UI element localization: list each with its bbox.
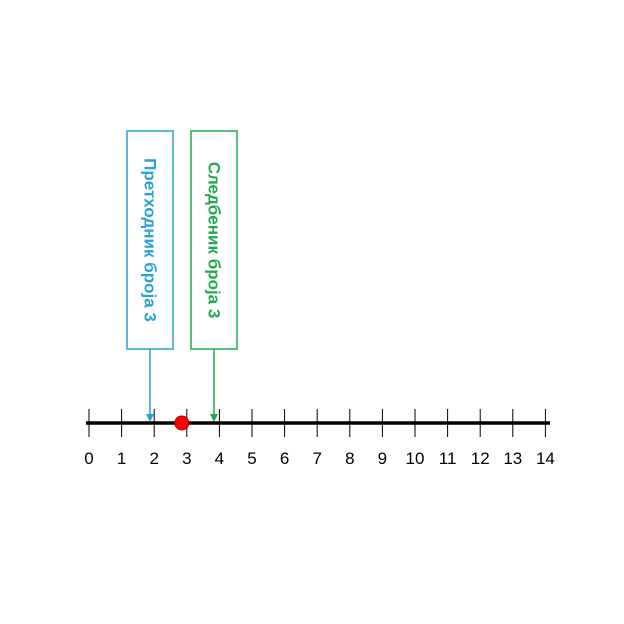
tick-label-3: 3 — [182, 449, 191, 468]
tick-label-6: 6 — [280, 449, 289, 468]
tick-label-12: 12 — [471, 449, 490, 468]
tick-label-13: 13 — [503, 449, 522, 468]
predecessor-label: Претходник броја 3 — [141, 158, 160, 322]
tick-label-5: 5 — [247, 449, 256, 468]
predecessor-arrowhead — [146, 414, 154, 422]
tick-label-14: 14 — [536, 449, 555, 468]
tick-labels: 0 1 2 3 4 5 6 7 8 9 10 11 12 13 14 — [84, 449, 555, 468]
tick-label-4: 4 — [215, 449, 224, 468]
marked-point-3 — [174, 415, 190, 431]
successor-label: Следбеник броја 3 — [205, 162, 224, 319]
successor-arrowhead — [210, 414, 218, 422]
tick-label-2: 2 — [149, 449, 158, 468]
tick-label-7: 7 — [312, 449, 321, 468]
tick-label-10: 10 — [406, 449, 425, 468]
tick-label-8: 8 — [345, 449, 354, 468]
successor-box — [190, 130, 238, 350]
tick-label-0: 0 — [84, 449, 93, 468]
tick-label-11: 11 — [439, 449, 457, 468]
tick-label-1: 1 — [117, 449, 126, 468]
successor-callout: Следбеник броја 3 — [190, 130, 238, 422]
tick-label-9: 9 — [378, 449, 387, 468]
predecessor-callout: Претходник броја 3 — [126, 130, 174, 422]
